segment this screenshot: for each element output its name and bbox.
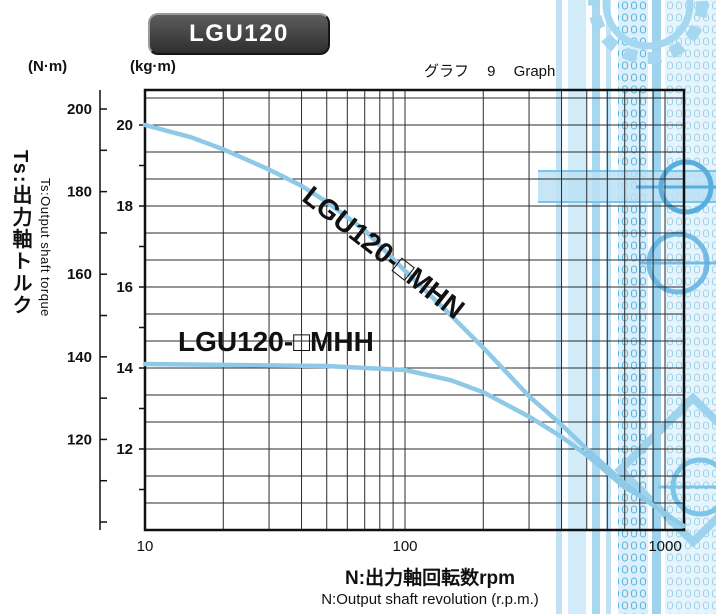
y-axis-unit-nm: (N·m) <box>28 58 68 75</box>
x-axis-title-en: N:Output shaft revolution (r.p.m.) <box>321 591 539 608</box>
model-badge-label: LGU120 <box>189 20 289 47</box>
svg-text:120: 120 <box>67 431 92 448</box>
pulley-band-decoration <box>538 159 716 295</box>
svg-text:14: 14 <box>116 360 133 377</box>
y-axis-title-en: Ts:Output shaft torque <box>38 178 53 317</box>
svg-text:180: 180 <box>67 184 92 201</box>
x-axis-title-ja: N:出力軸回転数rpm <box>345 568 515 589</box>
svg-text:12: 12 <box>116 441 133 458</box>
y-axis-title-ja: Ts:出力軸トルク <box>9 150 31 317</box>
svg-text:18: 18 <box>116 198 133 215</box>
svg-text:16: 16 <box>116 279 133 296</box>
svg-text:200: 200 <box>67 101 92 118</box>
graph-caption: グラフ 9 Graph <box>424 63 556 80</box>
svg-text:160: 160 <box>67 266 92 283</box>
model-badge: LGU120 <box>148 13 330 55</box>
svg-text:1000: 1000 <box>648 538 681 555</box>
curve-label-mhh: LGU120-□MHH <box>178 326 374 357</box>
svg-text:20: 20 <box>116 117 133 134</box>
svg-text:10: 10 <box>137 538 154 555</box>
svg-text:100: 100 <box>392 538 417 555</box>
gear-icon <box>588 0 708 64</box>
diamond-decoration <box>614 392 716 548</box>
y-axis-unit-kgm: (kg·m) <box>130 58 176 75</box>
svg-text:140: 140 <box>67 349 92 366</box>
